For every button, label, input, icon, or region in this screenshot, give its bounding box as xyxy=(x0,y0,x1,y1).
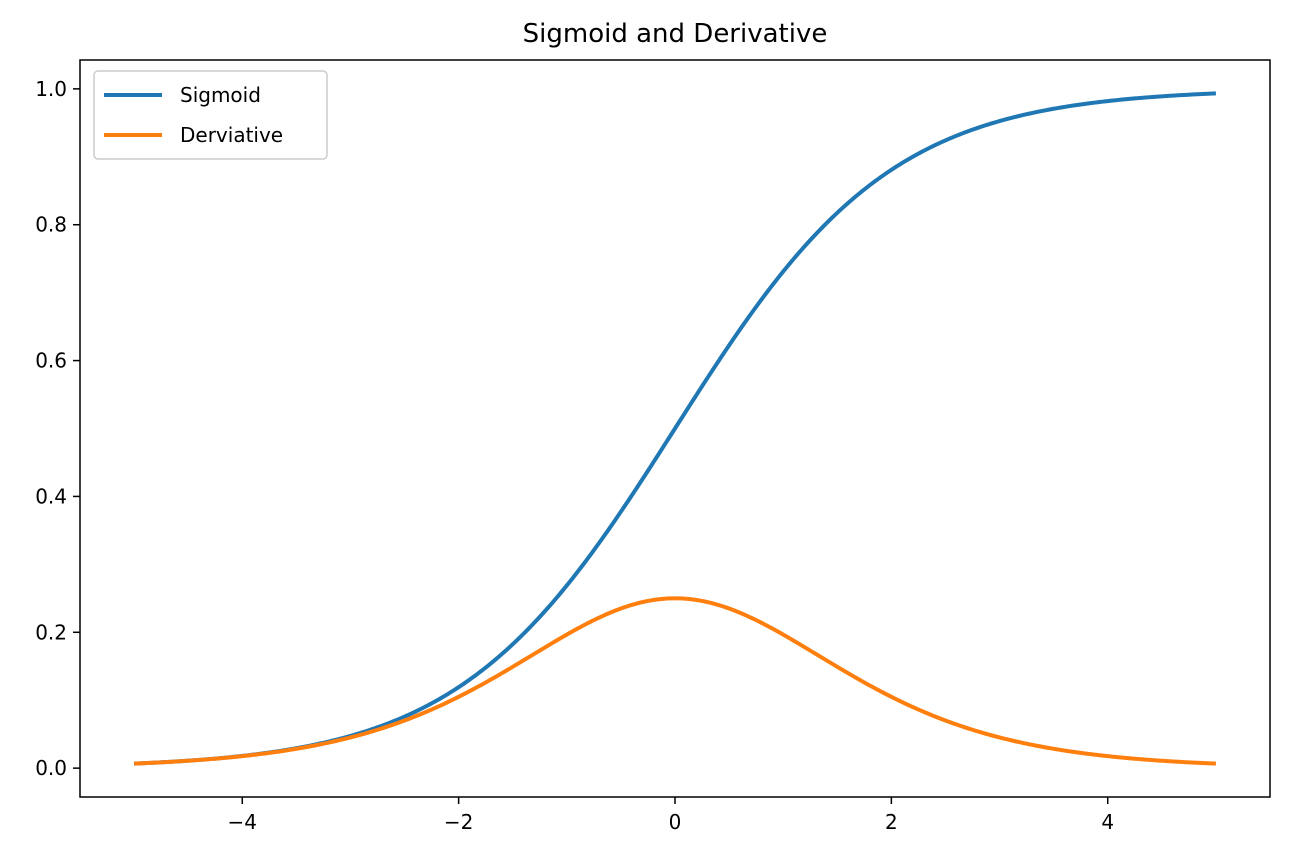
x-tick-label: −4 xyxy=(228,810,257,834)
legend-label-derviative: Derviative xyxy=(180,123,283,147)
series-layer xyxy=(134,91,1216,766)
x-tick-label: 2 xyxy=(885,810,898,834)
y-tick-label: 1.0 xyxy=(35,77,67,101)
y-tick-label: 0.2 xyxy=(35,620,67,644)
y-tick-label: 0.4 xyxy=(35,484,67,508)
legend-label-sigmoid: Sigmoid xyxy=(180,83,261,107)
chart-title: Sigmoid and Derivative xyxy=(523,19,828,49)
x-tick-label: −2 xyxy=(444,810,473,834)
series-line-derviative xyxy=(134,596,1216,766)
x-tick-label: 4 xyxy=(1101,810,1114,834)
x-tick-label: 0 xyxy=(669,810,682,834)
y-tick-label: 0.8 xyxy=(35,213,67,237)
y-axis: 0.0 0.2 0.4 0.6 0.8 1.0 xyxy=(35,77,80,780)
y-tick-label: 0.6 xyxy=(35,349,67,373)
plot-area: −4 −2 0 2 4 0.0 0.2 0.4 0.6 0.8 1.0 xyxy=(35,59,1271,834)
x-axis: −4 −2 0 2 4 xyxy=(228,797,1114,834)
y-tick-label: 0.0 xyxy=(35,756,67,780)
legend: Sigmoid Derviative xyxy=(93,70,328,160)
